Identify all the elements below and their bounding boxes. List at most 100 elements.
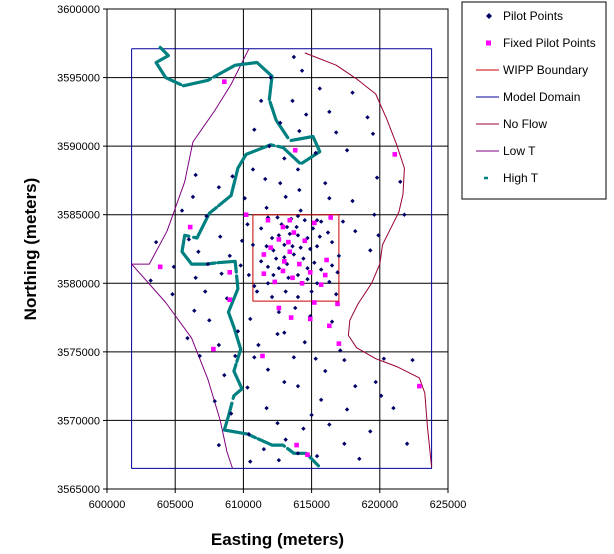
fixed-pilot-points-21 (261, 271, 267, 276)
y-tick-label-0: 3565000 (57, 484, 100, 496)
pilot-points-39 (402, 212, 407, 217)
pilot-points-45 (275, 215, 280, 220)
pilot-points-138 (342, 357, 347, 363)
pilot-points-31 (350, 198, 355, 204)
pilot-points-85 (312, 260, 317, 265)
fixed-pilot-points-20 (324, 257, 329, 263)
fixed-pilot-points-24 (307, 270, 313, 275)
pilot-points-24 (278, 180, 283, 186)
legend-item-wipp-boundary-label: WIPP Boundary (503, 63, 588, 77)
pilot-points-144 (373, 379, 378, 385)
fixed-pilot-points-34 (288, 315, 294, 320)
pilot-points-0 (291, 54, 297, 60)
pilot-points-148 (353, 383, 358, 389)
fixed-pilot-points-13 (302, 238, 308, 244)
y-tick-label-3: 3580000 (57, 278, 100, 290)
fixed-pilot-points-30 (227, 297, 233, 303)
pilot-points-107 (265, 281, 271, 286)
pilot-points-122 (248, 316, 253, 322)
pilot-points-106 (327, 279, 332, 285)
pilot-points-155 (344, 407, 350, 412)
pilot-points-89 (238, 263, 243, 268)
legend-item-low-t: Low T (476, 144, 536, 158)
pilot-points-36 (179, 208, 185, 213)
fixed-pilot-points-6 (287, 217, 293, 223)
pilot-points-53 (294, 224, 299, 230)
pilot-points-81 (273, 256, 279, 261)
pilot-points-135 (252, 355, 257, 360)
series-line-high-t (154, 45, 322, 468)
fixed-pilot-points-11 (276, 237, 282, 242)
series-lines (131, 45, 433, 469)
pilot-points-137 (313, 356, 318, 361)
fixed-pilot-points-27 (272, 279, 278, 285)
pilot-points-14 (370, 131, 376, 136)
pilot-points-163 (342, 441, 347, 446)
fixed-pilot-points-10 (291, 230, 297, 235)
pilot-points-68 (376, 233, 381, 238)
legend-item-high-t-label: High T (503, 171, 539, 185)
legend-item-high-t: High T (484, 171, 539, 185)
plot-area (106, 8, 449, 490)
fixed-pilot-points-2 (392, 152, 398, 157)
pilot-points-20 (250, 167, 256, 172)
legend-item-model-domain-label: Model Domain (503, 90, 580, 104)
pilot-points-160 (246, 431, 252, 437)
pilot-points-16 (313, 150, 318, 156)
pilot-points-118 (293, 305, 298, 311)
y-tick-label-6: 3595000 (57, 73, 100, 85)
x-axis-title: Easting (meters) (211, 530, 344, 549)
fixed-pilot-points-3 (187, 224, 193, 230)
pilot-points-102 (286, 275, 291, 280)
fixed-pilot-points-32 (335, 301, 340, 307)
pilot-points-13 (333, 130, 339, 135)
series-line-no-flow (304, 52, 433, 468)
pilot-points-92 (276, 266, 282, 271)
fixed-pilot-points-7 (312, 220, 317, 226)
pilot-points-157 (275, 420, 280, 426)
pilot-points-129 (185, 335, 190, 341)
fixed-pilot-points-29 (318, 282, 324, 287)
pilot-points-151 (212, 399, 217, 404)
pilot-points-130 (216, 342, 222, 348)
fixed-pilot-points-33 (312, 300, 317, 305)
fixed-pilot-points-40 (260, 353, 265, 359)
pilot-points-143 (323, 368, 328, 374)
pilot-points-34 (283, 194, 288, 200)
pilot-points-40 (204, 213, 209, 219)
pilot-points-104 (305, 276, 310, 282)
pilot-points-75 (308, 246, 313, 252)
y-axis-title: Northing (meters) (21, 178, 40, 321)
pilot-points-139 (381, 356, 387, 361)
pilot-points-21 (193, 172, 198, 178)
pilot-points-88 (205, 261, 211, 267)
x-tick-label-1: 605000 (157, 499, 194, 511)
pilot-points-105 (314, 281, 320, 286)
legend: Pilot Points Fixed Pilot Points WIPP Bound… (461, 1, 607, 200)
pilot-points-91 (265, 264, 271, 270)
pilot-points-147 (282, 379, 287, 385)
fixed-pilot-points-36 (327, 323, 332, 329)
legend-item-fixed-pilot-points-marker (486, 40, 491, 46)
pilot-points-63 (287, 231, 292, 237)
pilot-points-165 (404, 441, 410, 446)
pilot-points-90 (258, 259, 264, 264)
y-tick-label-4: 3585000 (57, 210, 100, 222)
pilot-points-32 (190, 194, 196, 200)
legend-item-fixed-pilot-points: Fixed Pilot Points (486, 36, 596, 50)
pilot-points-96 (335, 270, 340, 275)
fixed-pilot-points-8 (328, 215, 333, 220)
fixed-pilot-points-15 (287, 249, 293, 255)
pilot-points-154 (309, 412, 314, 418)
pilot-points-169 (276, 458, 282, 463)
pilot-points-82 (282, 255, 287, 260)
fixed-pilot-points-42 (305, 452, 310, 458)
fixed-pilot-points-41 (294, 442, 299, 448)
y-axis-ticks: 3565000 3570000 3575000 3580000 3585000 35900… (57, 4, 107, 496)
pilot-points-56 (353, 228, 358, 234)
pilot-points-162 (283, 437, 288, 442)
pilot-points-55 (325, 230, 331, 235)
fixed-pilot-points-1 (292, 147, 298, 153)
pilot-points-84 (301, 256, 306, 261)
